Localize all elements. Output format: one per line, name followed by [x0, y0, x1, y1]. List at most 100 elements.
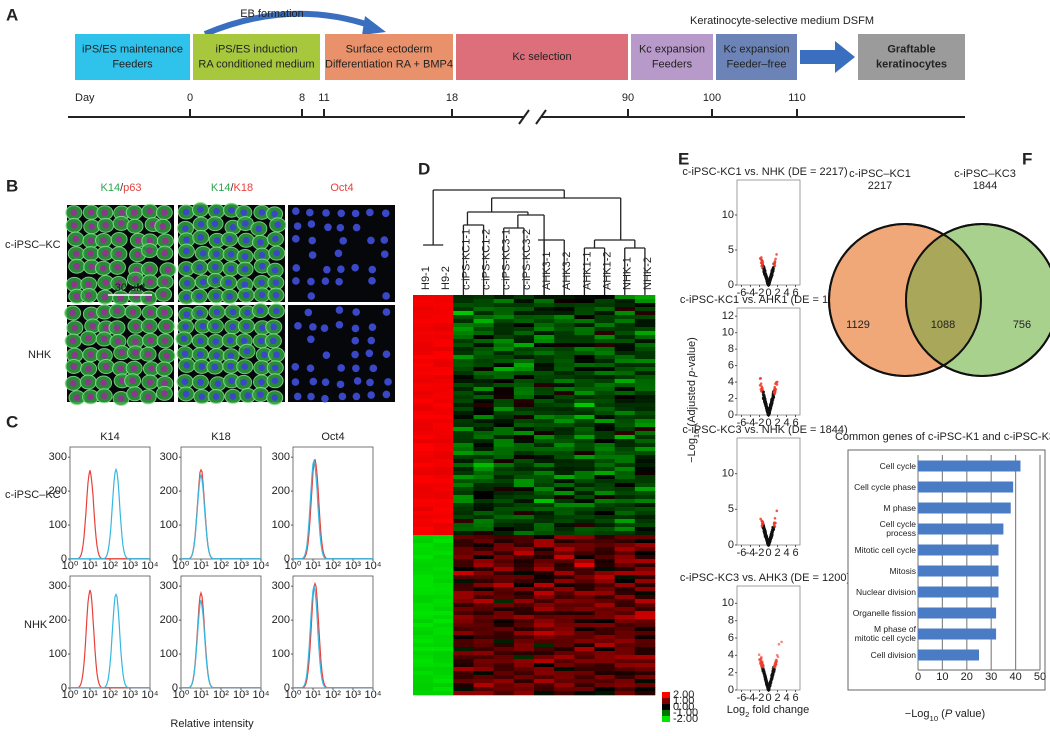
nucleus	[88, 263, 96, 271]
heatmap-cell	[513, 647, 535, 652]
volcano-point	[767, 413, 771, 417]
heatmap-cell	[554, 367, 575, 372]
nucleus	[85, 280, 92, 288]
nucleus	[148, 365, 155, 373]
heatmap-cell	[433, 551, 454, 556]
heatmap-cell	[493, 563, 515, 568]
heatmap-cell	[493, 619, 515, 624]
heatmap-cell	[433, 367, 454, 372]
y-tick-label: 200	[49, 485, 67, 497]
heatmap-cell	[453, 379, 474, 384]
nucleus	[115, 250, 123, 258]
volcano-point	[763, 529, 766, 533]
panel-label: E	[678, 149, 689, 168]
heatmap-cell	[574, 547, 595, 552]
heatmap-cell	[614, 395, 636, 400]
heatmap-cell	[433, 543, 454, 548]
heatmap-cell	[634, 667, 656, 672]
heatmap-cell	[413, 567, 434, 572]
heatmap-cell	[574, 339, 595, 344]
heatmap-cell	[534, 391, 555, 396]
nucleus	[196, 264, 203, 271]
heatmap-cell	[614, 667, 636, 672]
heatmap-cell	[614, 547, 636, 552]
heatmap-cell	[493, 475, 515, 480]
heatmap-cell	[513, 523, 535, 528]
heatmap-cell	[594, 595, 615, 600]
category-text: M phase of mitotic cell cycle	[854, 624, 916, 643]
heatmap-cell	[413, 351, 434, 356]
heatmap-cell	[433, 411, 454, 416]
set-name: c-iPSC–KC3	[954, 168, 1016, 180]
heatmap-cell	[493, 627, 515, 632]
heatmap-cell	[493, 575, 515, 580]
nucleus	[87, 237, 95, 245]
heatmap-cell	[634, 595, 656, 600]
heatmap-cell	[574, 315, 595, 320]
sample-label: H9-1	[420, 266, 432, 290]
heatmap-cell	[554, 323, 575, 328]
heatmap-cell	[453, 507, 474, 512]
heatmap-cell	[614, 447, 636, 452]
heatmap-cell	[413, 499, 434, 504]
heatmap-cell	[413, 619, 434, 624]
nucleus	[146, 278, 154, 286]
heatmap-cell	[554, 455, 575, 460]
nucleus	[243, 347, 251, 355]
heatmap-cell	[493, 339, 515, 344]
heatmap-cell	[433, 571, 454, 576]
heatmap-cell	[534, 423, 555, 428]
nucleus	[145, 322, 153, 330]
heatmap-cell	[534, 691, 555, 696]
heatmap-cell	[614, 675, 636, 680]
heatmap-cell	[473, 587, 494, 592]
stage-text: RA conditioned medium	[198, 58, 314, 70]
heatmap-cell	[513, 439, 535, 444]
x-tick-label: -4	[746, 547, 756, 559]
nucleus	[226, 337, 234, 344]
heatmap-cell	[614, 311, 636, 316]
heatmap-cell	[634, 531, 656, 536]
heatmap-cell	[554, 471, 575, 476]
nucleus	[118, 209, 125, 217]
volcano-point	[772, 262, 776, 266]
heatmap-cell	[594, 671, 615, 676]
heatmap-cell	[554, 423, 575, 428]
heatmap-cell	[513, 643, 535, 648]
heatmap-cell	[433, 515, 454, 520]
heatmap-cell	[473, 691, 494, 696]
heatmap-cell	[534, 499, 555, 504]
nucleus	[367, 391, 375, 399]
nucleus	[213, 237, 221, 244]
heatmap-cell	[594, 387, 615, 392]
nucleus	[146, 378, 154, 386]
nucleus	[273, 351, 280, 359]
heatmap-cell	[594, 631, 615, 636]
heatmap-cell	[594, 535, 615, 540]
heatmap-cell	[493, 371, 515, 376]
heatmap-cell	[513, 507, 535, 512]
category-label: Mitosis	[889, 565, 916, 576]
heatmap-cell	[493, 431, 515, 436]
nucleus	[211, 220, 219, 227]
heatmap-cell	[413, 455, 434, 460]
heatmap-cell	[433, 395, 454, 400]
y-tick-label: 200	[160, 614, 178, 626]
column-title: K14/p63	[101, 182, 142, 194]
nucleus	[85, 365, 92, 373]
heatmap-cell	[453, 563, 474, 568]
heatmap-cell	[634, 431, 656, 436]
heatmap-cell	[453, 447, 474, 452]
heatmap-cell	[614, 663, 636, 668]
day-tick-label: 8	[299, 92, 305, 104]
heatmap-cell	[594, 343, 615, 348]
nucleus	[100, 335, 108, 343]
histogram-curve	[70, 589, 150, 689]
x-tick-label: 10³	[345, 560, 361, 572]
heatmap-cell	[634, 611, 656, 616]
category-text: Mitosis	[889, 565, 916, 576]
heatmap-cell	[473, 663, 494, 668]
heatmap-cell	[453, 439, 474, 444]
heatmap-cell	[453, 307, 474, 312]
heatmap-cell	[453, 531, 474, 536]
